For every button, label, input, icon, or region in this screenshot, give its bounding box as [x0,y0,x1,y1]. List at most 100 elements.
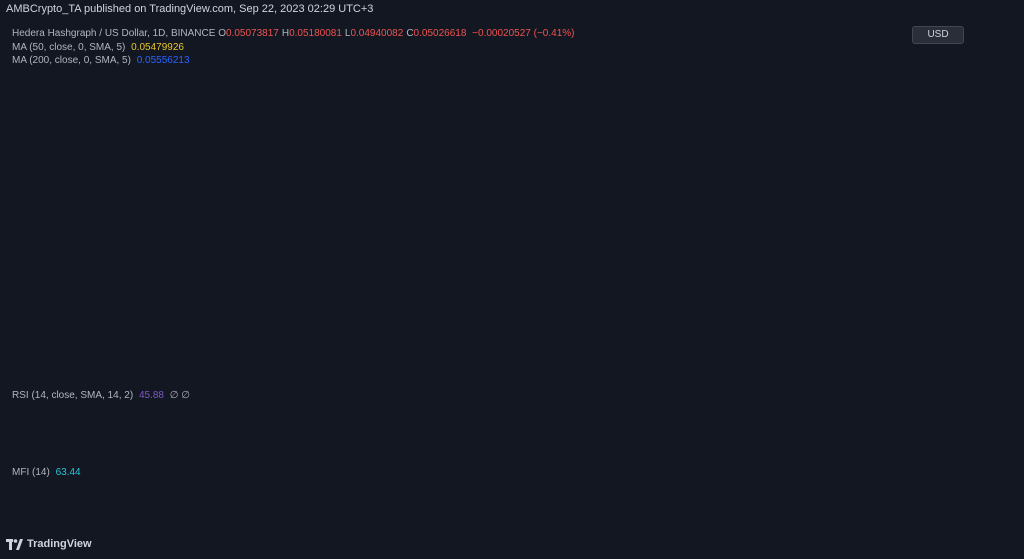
candle-body [634,243,637,245]
scale-toggle-label: B [987,516,992,525]
candle-body [200,221,203,227]
candle-body [450,209,453,214]
candle-body [370,244,373,252]
candle-body [627,236,630,241]
candle-body [346,230,349,241]
candle-body [283,276,287,281]
candle-body [176,223,179,225]
rsi-label: RSI (14, close, SMA, 14, 2) [12,390,134,401]
candle-body [342,230,346,233]
candle-body [33,150,37,158]
candle-body [23,169,26,176]
candle-body [92,149,96,153]
ma200-legend[interactable]: MA (200, close, 0, SMA, 5) 0.05556213 [12,55,190,66]
candle-body [582,250,585,252]
candle-body [321,236,325,245]
rsi-tick-label: 50.00 [914,423,937,433]
candle-body [235,223,238,227]
ohlc-h: H0.05180081 [281,28,342,39]
candle-body [620,239,623,242]
candle-body [373,251,377,253]
candle-body [273,268,276,282]
candle-body [120,182,123,185]
candle-body [193,220,196,228]
candle-body [280,280,283,289]
candle-body [172,217,175,225]
candle-body [85,156,89,159]
tradingview-logo-icon [6,538,23,550]
candle-body [61,157,64,159]
candle-body [259,238,262,247]
candle-body [394,237,398,243]
candle-body [536,196,540,202]
candle-body [151,192,155,195]
candle-body [304,251,307,256]
candle-body [78,156,82,164]
candle-body [495,171,498,173]
candles [19,117,637,298]
symbol-name[interactable]: Hedera Hashgraph / US Dollar, 1D, BINANC… [12,28,216,39]
candle-body [186,221,189,224]
mfi-label: MFI (14) [12,467,50,478]
candle-body [366,244,370,248]
candle-body [606,241,609,244]
candle-body [384,251,387,257]
rsi-legend[interactable]: RSI (14, close, SMA, 14, 2) 45.88 ∅ ∅ [12,390,190,401]
candle-body [509,176,512,179]
price-tick-label: 0.06500000 [914,161,962,171]
price-tick-label: 0.03120000 [914,373,962,383]
candle-body [262,246,266,260]
candle-body [294,263,297,269]
rsi-pane [10,399,906,456]
ma50-line [20,136,636,248]
candle-body [127,174,130,177]
ma50-legend[interactable]: MA (50, close, 0, SMA, 5) 0.05479926 [12,42,184,53]
time-tick-label: May [131,516,149,526]
candle-body [359,244,363,249]
brand-label: TradingView [27,538,92,550]
publisher-line: AMBCrypto_TA published on TradingView.co… [6,3,374,15]
candle-body [183,223,186,230]
candle-body [356,246,359,249]
currency-button[interactable]: USD [912,26,964,44]
mfi-legend[interactable]: MFI (14) 63.44 [12,467,81,478]
volume-tick-label: 10M [974,263,992,273]
candle-body [432,208,436,213]
candle-body [530,189,533,193]
candle-body [328,229,332,236]
candle-body [519,194,522,199]
ohlc-l: L0.04940082 [344,28,404,39]
candle-body [592,249,595,253]
axes: 0.09500000 0.08500000 0.07500000 0.06500000… [28,31,999,527]
candle-body [82,158,85,164]
candle-body [488,171,491,177]
scale-toggle-label: A [935,516,941,525]
candle-body [99,149,103,159]
candle-body [113,171,117,175]
candle-body [405,231,408,235]
tradingview-brand[interactable]: TradingView [6,538,92,550]
volume-tick-label: 12.5M [974,234,999,244]
candle-body [339,224,342,233]
volume-tick-label: 2.5M [974,350,994,360]
price-tag-box [907,232,965,259]
ohlc-values: O0.05073817 H0.05180081 L0.04940082 C0.0502… [218,28,469,39]
rsi-band [10,410,906,446]
candle-body [557,223,561,235]
candle-body [124,176,127,185]
candle-body [203,221,207,225]
candle-body [349,239,352,241]
candle-body [210,224,214,229]
candle-body [623,239,627,241]
rsi-line [20,399,636,456]
candle-body [391,242,394,252]
candle-body [477,186,481,196]
time-tick-label: Oct [663,516,678,526]
candle-body [300,255,304,262]
channel-upper-line [236,157,539,223]
candle-body [117,171,120,183]
candle-body [47,144,51,146]
candle-body [564,231,568,236]
candle-body [245,228,248,233]
